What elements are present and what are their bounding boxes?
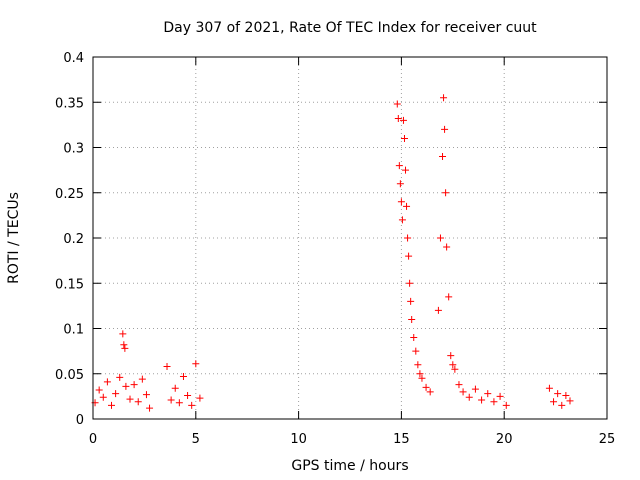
data-point [395,162,403,170]
data-point [99,393,107,401]
data-point [402,166,410,174]
x-tick-label: 10 [290,432,307,447]
data-point [396,180,404,188]
data-point [471,385,479,393]
data-point [398,216,406,224]
data-point [478,396,486,404]
data-point [196,394,204,402]
data-point [412,347,420,355]
x-tick-label: 5 [192,432,200,447]
data-point [184,391,192,399]
y-tick-label: 0.05 [55,368,84,383]
data-point [126,395,134,403]
x-axis-label: GPS time / hours [291,458,408,474]
x-axis: 0 5 10 15 20 25 [89,57,615,447]
data-point [459,388,467,396]
data-point [545,384,553,392]
data-point [496,392,504,400]
data-points [91,94,574,412]
data-point [399,116,407,124]
y-tick-label: 0.35 [55,96,84,111]
data-point [400,134,408,142]
data-point [449,361,457,369]
data-point [112,390,120,398]
data-point [440,94,448,102]
data-point [562,391,570,399]
plot-frame [92,56,608,420]
data-point [447,352,455,360]
data-point [146,404,154,412]
data-point [95,386,103,394]
data-point [436,234,444,242]
data-point [175,399,183,407]
data-point [138,375,146,383]
y-tick-label: 0.3 [63,142,84,157]
data-point [490,398,498,406]
x-tick-label: 0 [89,432,97,447]
data-point [103,378,111,386]
data-point [406,279,414,287]
chart-title: Day 307 of 2021, Rate Of TEC Index for r… [163,20,537,36]
data-point [554,390,562,398]
data-point [416,370,424,378]
y-tick-label: 0.15 [55,277,84,292]
y-axis-label: ROTI / TECUs [6,192,22,284]
data-point [142,391,150,399]
data-point [414,361,422,369]
data-point [465,393,473,401]
data-point [404,234,412,242]
data-point [403,202,411,210]
data-point [408,315,416,323]
data-point [119,330,127,338]
data-point [120,341,128,349]
data-point [167,396,175,404]
data-point [130,381,138,389]
data-point [434,306,442,314]
data-point [422,383,430,391]
data-point [394,115,402,123]
data-point [122,382,130,390]
data-point [426,388,434,396]
data-point [445,293,453,301]
x-tick-label: 20 [496,432,513,447]
data-point [121,344,129,352]
x-tick-label: 25 [599,432,616,447]
data-point [566,397,574,405]
data-point [163,363,171,371]
data-point [502,401,510,409]
data-point [451,365,459,373]
data-point [558,401,566,409]
x-tick-label: 15 [393,432,410,447]
data-point [410,334,418,342]
data-point [455,381,463,389]
data-point [192,360,200,368]
data-point [179,372,187,380]
data-point [116,373,124,381]
data-point [108,401,116,409]
data-point [397,198,405,206]
y-axis: 0 0.05 0.1 0.15 0.2 0.25 0.3 0.35 0.4 [55,51,607,428]
y-tick-label: 0.25 [55,187,84,202]
grid [93,57,607,419]
data-point [188,401,196,409]
data-point [442,189,450,197]
y-tick-label: 0.2 [63,232,84,247]
y-tick-label: 0.1 [63,323,84,338]
data-point [134,398,142,406]
data-point [393,100,401,108]
data-point [418,374,426,382]
y-tick-label: 0 [76,413,84,428]
data-point [439,153,447,161]
data-point [441,125,449,133]
data-point [550,398,558,406]
data-point [407,297,415,305]
data-point [484,390,492,398]
data-point [171,384,179,392]
data-point [405,252,413,260]
data-point [443,243,451,251]
y-tick-label: 0.4 [63,51,84,66]
